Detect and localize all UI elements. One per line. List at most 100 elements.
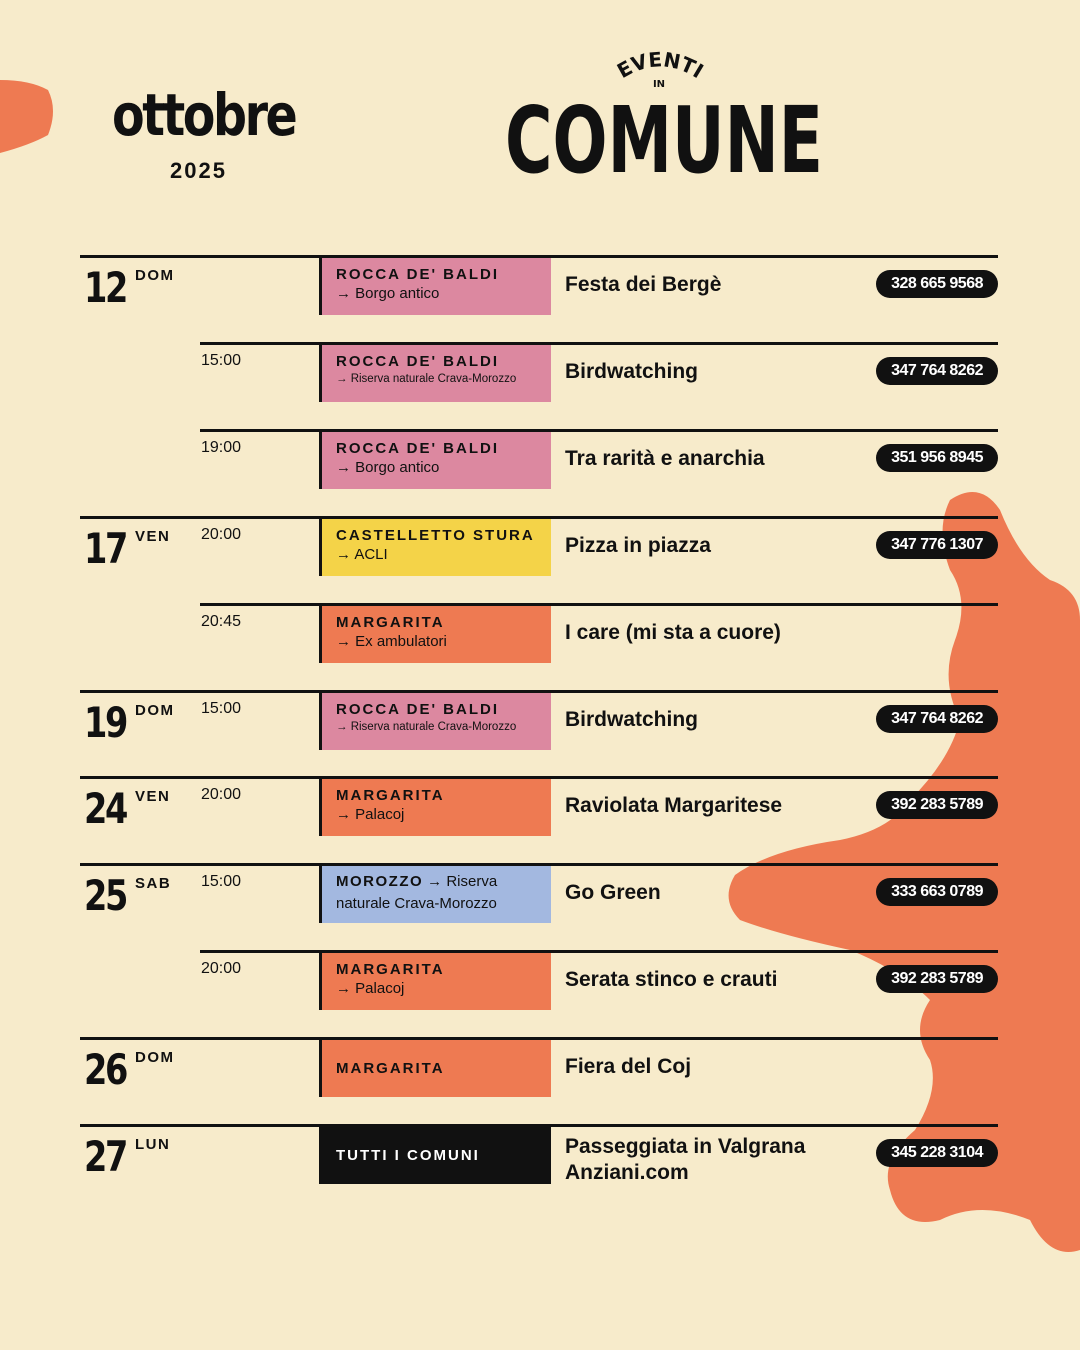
year-label: 2025 [170, 158, 227, 183]
location-name: MARGARITA [336, 1060, 445, 1078]
event-row: 25 SAB 15:00 MOROZZO → Riserva naturale Crav… [0, 863, 1080, 950]
phone-pill[interactable]: 392 283 5789 [876, 791, 998, 820]
phone-pill[interactable]: 328 665 9568 [876, 270, 998, 298]
svg-text:IN: IN [653, 79, 665, 90]
location-name: MOROZZO → Riserva naturale Crava-Morozzo [336, 871, 536, 915]
row-divider [80, 776, 998, 780]
row-divider [200, 602, 998, 606]
location-name: ROCCA DE' BALDI [336, 439, 500, 457]
day-of-week: VEN [135, 527, 171, 545]
row-divider [80, 863, 998, 867]
venue-name: → Riserva naturale Crava-Morozzo [336, 372, 517, 385]
day-of-week: DOM [135, 267, 175, 284]
venue-name: → Palacoj [336, 980, 405, 998]
event-title: Festa dei Bergè [565, 273, 722, 296]
location-box: ROCCA DE' BALDI → Borgo antico [319, 258, 551, 315]
venue-name: → ACLI [336, 545, 388, 563]
event-row: 17 VEN 20:00 CASTELLETTO STURA → ACLI Pizza i… [0, 515, 1080, 603]
phone-pill[interactable]: 347 776 1307 [876, 530, 998, 559]
day-of-week: SAB [135, 875, 172, 893]
event-row: 20:45 MARGARITA → Ex ambulatori I care (mi … [0, 602, 1080, 690]
location-name: ROCCA DE' BALDI [336, 266, 500, 283]
decorative-blob-left [0, 80, 53, 153]
eventi-in-comune-logo: EVENTI IN COMUNE [505, 47, 823, 184]
location-box: CASTELLETTO STURA → ACLI [319, 518, 551, 576]
event-title: Serata stinco e crauti [565, 968, 778, 992]
phone-pill[interactable]: 333 663 0789 [876, 878, 998, 907]
event-title: I care (mi sta a cuore) [565, 620, 781, 644]
day-number: 27 [84, 1132, 128, 1181]
event-title: Passeggiata in Valgrana Anziani.com [565, 1135, 806, 1184]
event-row: 20:00 MARGARITA → Palacoj Serata stinco e c… [0, 950, 1080, 1037]
phone-pill[interactable]: 347 764 8262 [876, 356, 998, 385]
event-row: 19:00 ROCCA DE' BALDI → Borgo antico Tra ra… [0, 428, 1080, 516]
location-box: MARGARITA → Palacoj [319, 779, 551, 837]
town-name: MOROZZO [336, 873, 424, 891]
phone-pill[interactable]: 351 956 8945 [876, 443, 998, 472]
day-number: 19 [84, 697, 128, 747]
event-time: 20:00 [201, 786, 242, 804]
row-divider [80, 255, 998, 258]
row-divider [200, 950, 998, 954]
day-number: 24 [84, 784, 128, 834]
venue-name: → Riserva naturale Crava-Morozzo [336, 873, 498, 913]
venue-name: → Borgo antico [336, 285, 440, 302]
event-row: 12 DOM ROCCA DE' BALDI → Borgo antico Festa … [0, 255, 1080, 342]
day-number: 25 [84, 871, 128, 921]
event-row: 27 LUN TUTTI I COMUNI Passeggiata in Valgra… [0, 1124, 1080, 1211]
day-number: 12 [84, 263, 128, 312]
event-title: Pizza in piazza [565, 533, 711, 557]
event-title: Birdwatching [565, 707, 699, 731]
location-box: MARGARITA → Ex ambulatori [319, 605, 551, 663]
phone-pill[interactable]: 347 764 8262 [876, 704, 998, 733]
venue-name: → Ex ambulatori [336, 632, 447, 650]
venue-name: → Palacoj [336, 806, 405, 824]
event-time: 20:00 [201, 525, 242, 543]
event-title: Raviolata Margaritese [565, 794, 783, 818]
svg-text:EVENTI: EVENTI [613, 47, 708, 83]
event-time: 15:00 [201, 351, 242, 369]
event-time: 15:00 [201, 873, 242, 891]
row-divider [80, 515, 998, 519]
event-title: Birdwatching [565, 359, 699, 383]
event-row: 15:00 ROCCA DE' BALDI → Riserva naturale C… [0, 341, 1080, 429]
month-title: ottobre [112, 81, 298, 149]
venue-name: → Borgo antico [336, 458, 440, 476]
event-title: Go Green [565, 881, 661, 905]
event-row: 24 VEN 20:00 MARGARITA → Palacoj Raviolata Ma… [0, 776, 1080, 863]
event-time: 20:00 [201, 960, 242, 978]
phone-pill[interactable]: 345 228 3104 [876, 1139, 998, 1167]
day-of-week: VEN [135, 788, 171, 806]
location-name: ROCCA DE' BALDI [336, 700, 500, 718]
event-title: Fiera del Coj [565, 1055, 692, 1079]
day-number: 26 [84, 1045, 128, 1095]
location-box: ROCCA DE' BALDI → Riserva naturale Crava-… [319, 692, 551, 750]
event-time: 19:00 [201, 438, 242, 456]
location-name: ROCCA DE' BALDI [336, 352, 500, 370]
day-of-week: DOM [135, 701, 175, 719]
location-box: MARGARITA [319, 1040, 551, 1098]
event-title: Tra rarità e anarchia [565, 446, 765, 470]
decorative-blob-right [728, 492, 1080, 1252]
phone-pill[interactable]: 392 283 5789 [876, 965, 998, 994]
row-divider [200, 341, 998, 345]
location-box: MARGARITA → Palacoj [319, 953, 551, 1011]
row-divider [80, 1124, 998, 1127]
day-of-week: DOM [135, 1049, 175, 1067]
location-box: TUTTI I COMUNI [319, 1127, 551, 1184]
location-box: MOROZZO → Riserva naturale Crava-Morozzo [319, 866, 551, 924]
event-time: 15:00 [201, 699, 242, 717]
event-time: 20:45 [201, 612, 242, 630]
location-box: ROCCA DE' BALDI → Borgo antico [319, 431, 551, 489]
row-divider [80, 1037, 998, 1041]
location-name: MARGARITA [336, 613, 445, 631]
location-name: MARGARITA [336, 961, 445, 979]
day-of-week: LUN [135, 1136, 171, 1153]
event-row: 19 DOM 15:00 ROCCA DE' BALDI → Riserva natur… [0, 689, 1080, 777]
location-name: CASTELLETTO STURA [336, 526, 535, 544]
svg-text:COMUNE: COMUNE [505, 87, 823, 184]
venue-name: → Riserva naturale Crava-Morozzo [336, 720, 517, 733]
location-name: MARGARITA [336, 787, 445, 805]
day-number: 17 [84, 523, 128, 573]
row-divider [80, 689, 998, 693]
